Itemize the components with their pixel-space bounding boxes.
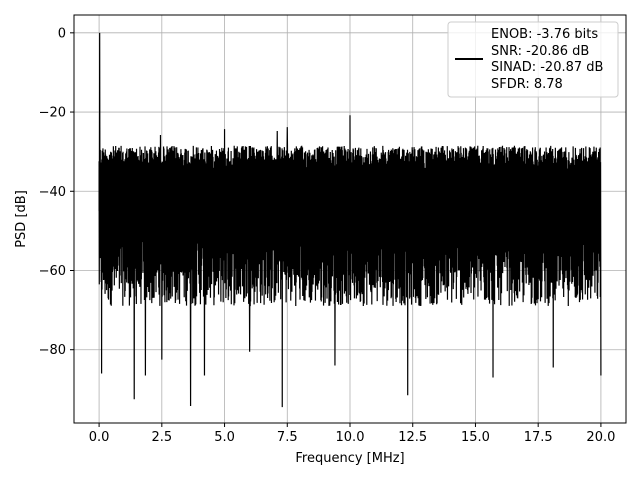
- legend: ENOB: -3.76 bits SNR: -20.86 dB SINAD: -…: [447, 21, 619, 98]
- y-tick-label: 0: [58, 26, 66, 41]
- y-tick-label: −40: [39, 185, 66, 200]
- psd-trace: [98, 32, 602, 408]
- x-axis-label: Frequency [MHz]: [295, 451, 404, 466]
- x-tick-label: 15.0: [461, 430, 490, 445]
- x-axis-ticks: 0.0 2.5 5.0 7.5 10.0 12.5 15.0 17.5 20.0: [89, 423, 615, 445]
- legend-entry-sfdr: SFDR: 8.78: [491, 77, 563, 92]
- y-axis-ticks: 0 −20 −40 −60 −80: [39, 26, 74, 358]
- y-tick-label: −80: [39, 343, 66, 358]
- y-tick-label: −20: [39, 106, 66, 121]
- x-tick-label: 12.5: [398, 430, 427, 445]
- x-tick-label: 0.0: [89, 430, 110, 445]
- legend-entry-sinad: SINAD: -20.87 dB: [491, 60, 603, 75]
- legend-entry-enob: ENOB: -3.76 bits: [491, 27, 598, 42]
- y-axis-label: PSD [dB]: [14, 190, 29, 248]
- legend-box: [447, 21, 619, 98]
- x-tick-label: 10.0: [336, 430, 365, 445]
- y-tick-label: −60: [39, 264, 66, 279]
- x-tick-label: 17.5: [524, 430, 553, 445]
- x-tick-label: 2.5: [151, 430, 172, 445]
- x-tick-label: 5.0: [214, 430, 235, 445]
- legend-entry-snr: SNR: -20.86 dB: [491, 44, 589, 59]
- x-tick-label: 7.5: [277, 430, 298, 445]
- x-tick-label: 20.0: [586, 430, 615, 445]
